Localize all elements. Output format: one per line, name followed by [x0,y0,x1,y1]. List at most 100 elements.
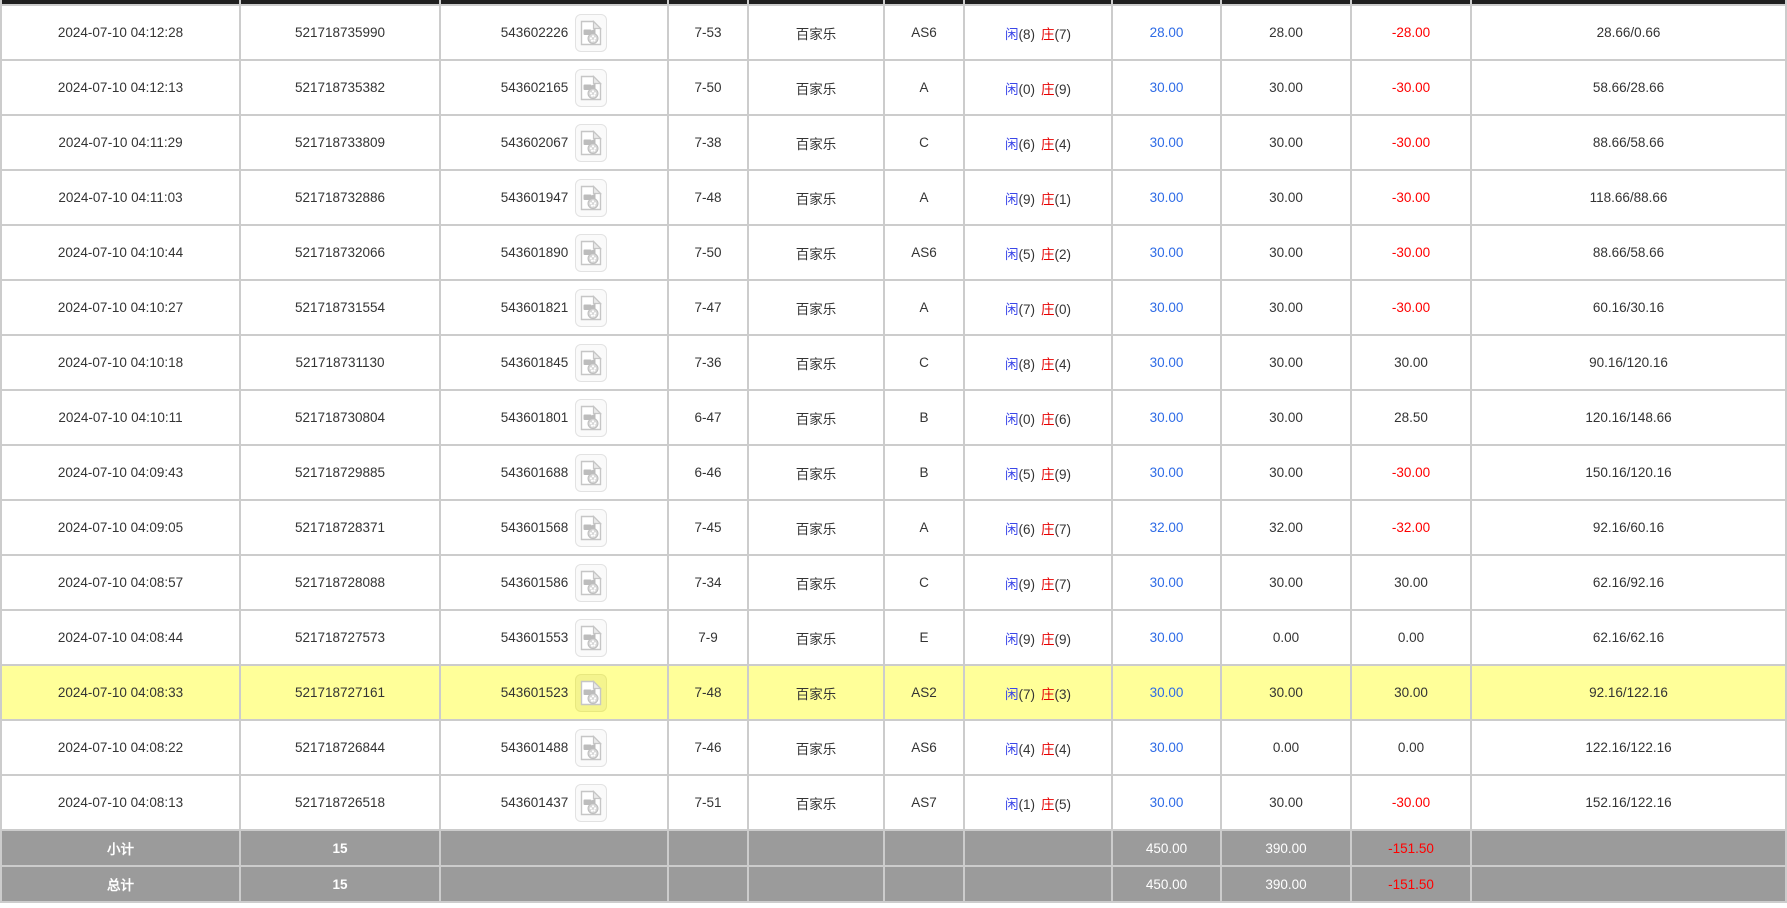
table-row[interactable]: 2024-07-10 04:10:11 521718730804 543601801… [2,391,1785,444]
cell-game-type: 百家乐 [749,501,883,554]
cell-balance: 62.16/92.16 [1472,556,1785,609]
table-row[interactable]: 2024-07-10 04:09:43 521718729885 543601688… [2,446,1785,499]
table-round: 7-48 [694,190,722,205]
video-replay-button[interactable] [575,783,608,822]
cell-bet-amount: 30.00 [1113,556,1220,609]
bet-amount-link[interactable]: 30.00 [1149,135,1184,150]
table-row-selected[interactable]: 2024-07-10 04:08:33 521718727161 543601523… [2,666,1785,719]
win-loss-value: 30.00 [1394,575,1428,590]
table-row[interactable]: 2024-07-10 04:11:29 521718733809 543602067… [2,116,1785,169]
cell-table-round: 7-50 [669,61,747,114]
cell-round-id: 543601890 [441,226,667,279]
table-row[interactable]: 2024-07-10 04:08:13 521718726518 543601437… [2,776,1785,829]
summary-winloss-total-cell: -151.50 [1352,831,1470,865]
round-id-group: 543601586 [501,563,608,602]
table-row[interactable]: 2024-07-10 04:12:13 521718735382 543602165… [2,61,1785,114]
video-replay-button[interactable] [575,68,608,107]
bet-amount-link[interactable]: 30.00 [1149,465,1184,480]
bet-time: 2024-07-10 04:08:57 [57,575,184,590]
bet-amount-link[interactable]: 30.00 [1149,355,1184,370]
cell-order-id: 521718732886 [241,171,439,224]
cell-game-type: 百家乐 [749,611,883,664]
video-replay-button[interactable] [575,288,608,327]
banker-label: 庄 [1041,191,1055,207]
banker-label: 庄 [1041,26,1055,42]
round-id-group: 543601947 [501,178,608,217]
video-replay-button[interactable] [575,508,608,547]
round-id-group: 543601568 [501,508,608,547]
video-replay-button[interactable] [575,178,608,217]
bet-amount-link[interactable]: 30.00 [1149,740,1184,755]
table-round: 7-50 [694,245,722,260]
bet-amount-link[interactable]: 30.00 [1149,795,1184,810]
player-score: (1) [1018,796,1036,812]
game-type-label: 百家乐 [795,136,837,152]
player-score: (5) [1018,466,1036,482]
cell-win-loss: -30.00 [1352,171,1470,224]
bet-amount-link[interactable]: 32.00 [1149,520,1184,535]
video-replay-button[interactable] [575,123,608,162]
player-label: 闲 [1005,741,1019,757]
balance-value: 92.16/122.16 [1589,685,1668,700]
bet-amount-link[interactable]: 30.00 [1149,190,1184,205]
cell-bet-amount: 32.00 [1113,501,1220,554]
table-row[interactable]: 2024-07-10 04:11:03 521718732886 543601947… [2,171,1785,224]
banker-label: 庄 [1041,631,1055,647]
table-row[interactable]: 2024-07-10 04:08:57 521718728088 543601586… [2,556,1785,609]
video-replay-button[interactable] [575,728,608,767]
video-replay-button[interactable] [575,453,608,492]
video-replay-button[interactable] [575,563,608,602]
table-row[interactable]: 2024-07-10 04:10:18 521718731130 543601845… [2,336,1785,389]
bet-amount-link[interactable]: 28.00 [1149,25,1184,40]
cell-round-id: 543601801 [441,391,667,444]
cell-win-loss: 30.00 [1352,666,1470,719]
bet-amount-link[interactable]: 30.00 [1149,245,1184,260]
bet-amount-link[interactable]: 30.00 [1149,575,1184,590]
win-loss-value: -28.00 [1391,25,1431,40]
order-id: 521718729885 [294,465,386,480]
banker-score: (9) [1054,631,1072,647]
cell-win-loss: -30.00 [1352,116,1470,169]
valid-amount: 30.00 [1269,245,1303,260]
win-loss-value: -30.00 [1391,245,1431,260]
win-loss-value: 0.00 [1397,740,1425,755]
bet-amount-link[interactable]: 30.00 [1149,300,1184,315]
valid-amount: 30.00 [1269,190,1303,205]
cell-time: 2024-07-10 04:10:18 [2,336,239,389]
valid-amount: 30.00 [1269,300,1303,315]
video-replay-icon [581,789,603,815]
bet-code: A [919,80,929,95]
cell-result: 闲(5) 庄(2) [965,226,1111,279]
cell-time: 2024-07-10 04:11:29 [2,116,239,169]
bet-amount-link[interactable]: 30.00 [1149,685,1184,700]
video-replay-button[interactable] [575,673,608,712]
bet-amount-link[interactable]: 30.00 [1149,410,1184,425]
cell-bet-code: A [885,501,963,554]
video-replay-button[interactable] [575,618,608,657]
bet-time: 2024-07-10 04:10:18 [57,355,184,370]
table-row[interactable]: 2024-07-10 04:08:44 521718727573 543601553… [2,611,1785,664]
cell-bet-amount: 28.00 [1113,6,1220,59]
banker-label: 庄 [1041,466,1055,482]
table-row[interactable]: 2024-07-10 04:08:22 521718726844 543601488… [2,721,1785,774]
table-row[interactable]: 2024-07-10 04:10:27 521718731554 543601821… [2,281,1785,334]
bet-amount-link[interactable]: 30.00 [1149,630,1184,645]
cell-game-type: 百家乐 [749,6,883,59]
win-loss-value: -30.00 [1391,80,1431,95]
round-id-group: 543601890 [501,233,608,272]
cell-time: 2024-07-10 04:08:57 [2,556,239,609]
cell-bet-amount: 30.00 [1113,226,1220,279]
video-replay-button[interactable] [575,398,608,437]
bet-code: C [919,575,929,590]
bet-amount-link[interactable]: 30.00 [1149,80,1184,95]
table-row[interactable]: 2024-07-10 04:10:44 521718732066 543601890… [2,226,1785,279]
video-replay-button[interactable] [575,13,608,52]
table-row[interactable]: 2024-07-10 04:09:05 521718728371 543601568… [2,501,1785,554]
cell-game-type: 百家乐 [749,281,883,334]
table-row[interactable]: 2024-07-10 04:12:28 521718735990 543602226… [2,6,1785,59]
cell-bet-amount: 30.00 [1113,336,1220,389]
win-loss-value: -30.00 [1391,190,1431,205]
video-replay-button[interactable] [575,233,608,272]
video-replay-button[interactable] [575,343,608,382]
cell-valid-amount: 28.00 [1222,6,1350,59]
